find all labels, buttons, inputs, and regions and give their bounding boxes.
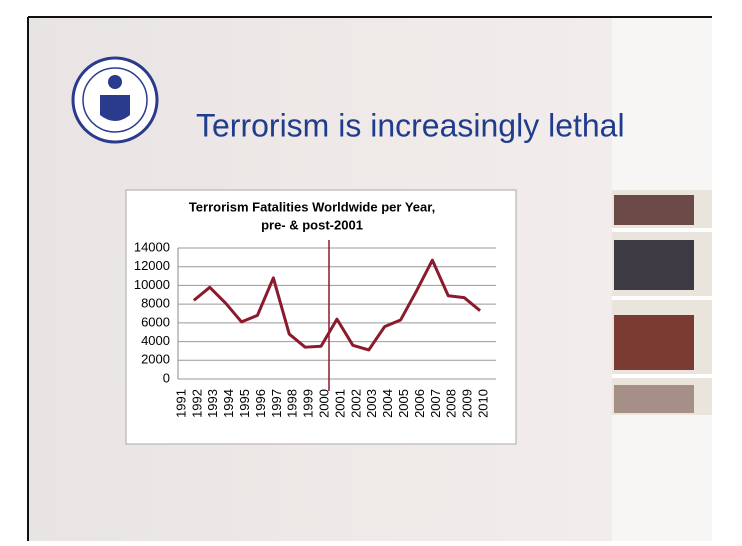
y-tick-label: 8000 [141,296,170,311]
x-tick-label: 2007 [428,389,443,418]
x-tick-label: 1993 [205,389,220,418]
x-tick-label: 2005 [396,389,411,418]
x-tick-label: 1994 [221,389,236,418]
y-tick-label: 6000 [141,314,170,329]
chart-subtitle: pre- & post-2001 [261,217,363,232]
y-tick-label: 12000 [134,258,170,273]
slide-screenshot: Terrorism is increasingly lethal Terrori… [0,0,742,541]
bookshelf [612,190,712,415]
x-tick-label: 1997 [269,389,284,418]
y-tick-label: 2000 [141,352,170,367]
x-tick-label: 2000 [316,389,331,418]
x-tick-label: 2010 [475,389,490,418]
y-tick-label: 0 [163,370,170,385]
x-tick-label: 1991 [173,389,188,418]
x-tick-label: 1998 [285,389,300,418]
x-tick-label: 2009 [460,389,475,418]
x-tick-label: 2001 [332,389,347,418]
x-tick-label: 2006 [412,389,427,418]
slide-title: Terrorism is increasingly lethal [196,107,625,143]
y-tick-label: 10000 [134,277,170,292]
x-tick-label: 1999 [301,389,316,418]
x-tick-label: 2002 [348,389,363,418]
y-tick-label: 14000 [134,239,170,254]
x-tick-label: 2004 [380,389,395,418]
x-tick-label: 2003 [364,389,379,418]
x-tick-label: 1995 [237,389,252,418]
x-tick-label: 2008 [444,389,459,418]
x-tick-label: 1996 [253,389,268,418]
y-tick-label: 4000 [141,333,170,348]
university-seal [73,58,157,142]
x-tick-label: 1992 [189,389,204,418]
chart-title: Terrorism Fatalities Worldwide per Year, [189,199,435,214]
